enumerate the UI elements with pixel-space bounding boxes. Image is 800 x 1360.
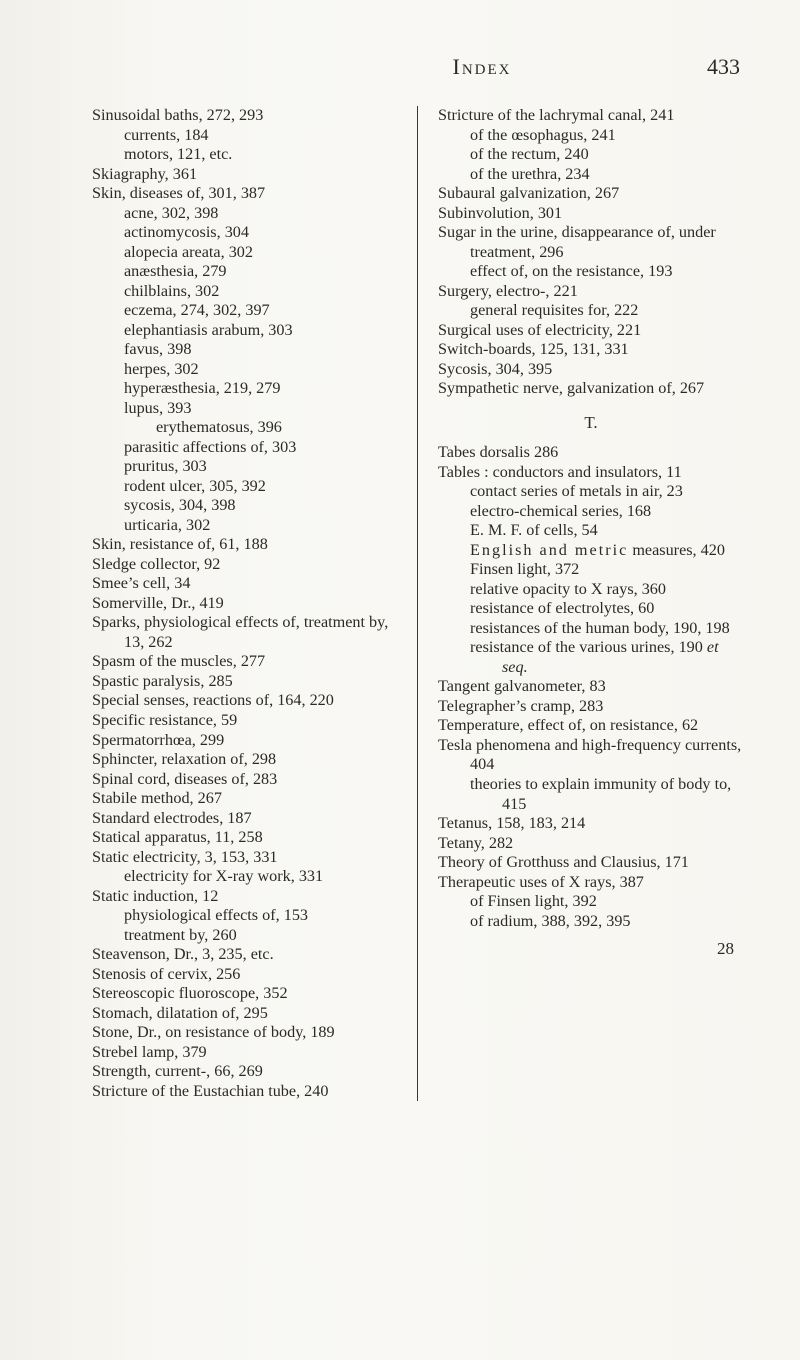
index-line: herpes, 302 [92,360,399,380]
index-line: Standard electrodes, 187 [92,809,399,829]
index-line: resistance of the various urines, 190 et… [438,638,744,677]
index-line: general requisites for, 222 [438,301,744,321]
index-line: actinomycosis, 304 [92,223,399,243]
index-line: physiological effects of, 153 [92,906,399,926]
index-line: Somerville, Dr., 419 [92,594,399,614]
index-line: Tetanus, 158, 183, 214 [438,814,744,834]
index-line: Stereoscopic fluoroscope, 352 [92,984,399,1004]
index-line: Therapeutic uses of X rays, 387 [438,873,744,893]
index-line: alopecia areata, 302 [92,243,399,263]
index-line: Smee’s cell, 34 [92,574,399,594]
index-line: Stricture of the Eustachian tube, 240 [92,1082,399,1102]
index-line: Sparks, physiological effects of, treatm… [92,613,399,652]
index-line: Skin, resistance of, 61, 188 [92,535,399,555]
index-line: erythematosus, 396 [92,418,399,438]
index-line: Sledge collector, 92 [92,555,399,575]
index-line: anæsthesia, 279 [92,262,399,282]
index-line: Surgical uses of electricity, 221 [438,321,744,341]
index-line: Sinusoidal baths, 272, 293 [92,106,399,126]
index-line: Tabes dorsalis 286 [438,443,744,463]
index-line: resistances of the human body, 190, 198 [438,619,744,639]
index-line: electricity for X-ray work, 331 [92,867,399,887]
index-line: relative opacity to X rays, 360 [438,580,744,600]
index-line: Sphincter, relaxation of, 298 [92,750,399,770]
index-line: motors, 121, etc. [92,145,399,165]
running-header: Index 433 [92,54,744,80]
index-line: Skin, diseases of, 301, 387 [92,184,399,204]
page: { "page": { "header": { "title": "Index"… [0,0,800,1360]
index-line: treatment by, 260 [92,926,399,946]
index-line: Sycosis, 304, 395 [438,360,744,380]
index-line: Spermatorrhœa, 299 [92,731,399,751]
index-line: contact series of metals in air, 23 [438,482,744,502]
index-line: sycosis, 304, 398 [92,496,399,516]
index-line: lupus, 393 [92,399,399,419]
index-line: Sugar in the urine, disappear­ance of, u… [438,223,744,262]
index-line: acne, 302, 398 [92,204,399,224]
header-title: Index [284,54,680,80]
index-line: E. M. F. of cells, 54 [438,521,744,541]
index-line: Spinal cord, diseases of, 283 [92,770,399,790]
index-line: of Finsen light, 392 [438,892,744,912]
index-line: Tangent galvanometer, 83 [438,677,744,697]
index-line: of the urethra, 234 [438,165,744,185]
column-right: Stricture of the lachrymal canal, 241of … [418,106,744,1101]
index-line: Surgery, electro-, 221 [438,282,744,302]
index-line: Stomach, dilatation of, 295 [92,1004,399,1024]
index-line: Strebel lamp, 379 [92,1043,399,1063]
index-line: Static induction, 12 [92,887,399,907]
index-line: pruritus, 303 [92,457,399,477]
section-letter: T. [438,413,744,433]
index-line: currents, 184 [92,126,399,146]
index-line: Statical apparatus, 11, 258 [92,828,399,848]
index-line: Stenosis of cervix, 256 [92,965,399,985]
index-line: chilblains, 302 [92,282,399,302]
index-line: Stricture of the lachrymal canal, 241 [438,106,744,126]
index-line: of the œsophagus, 241 [438,126,744,146]
index-line: Skiagraphy, 361 [92,165,399,185]
index-line: Finsen light, 372 [438,560,744,580]
index-line: Tables : conductors and insu­lators, 11 [438,463,744,483]
index-line: Temperature, effect of, on resistance, 6… [438,716,744,736]
index-line: Subaural galvanization, 267 [438,184,744,204]
page-number: 433 [680,54,740,80]
index-line: resistance of electrolytes, 60 [438,599,744,619]
index-line: Static electricity, 3, 153, 331 [92,848,399,868]
index-line: hyperæsthesia, 219, 279 [92,379,399,399]
index-line: effect of, on the resistance, 193 [438,262,744,282]
index-line: Sympathetic nerve, galvaniza­tion of, 26… [438,379,744,399]
index-line: rodent ulcer, 305, 392 [92,477,399,497]
index-line: Switch-boards, 125, 131, 331 [438,340,744,360]
index-line: parasitic affections of, 303 [92,438,399,458]
index-columns: Sinusoidal baths, 272, 293currents, 184m… [92,106,744,1101]
index-line: Stone, Dr., on resistance of body, 189 [92,1023,399,1043]
index-line: Telegrapher’s cramp, 283 [438,697,744,717]
index-line: Tesla phenomena and high-frequency curre… [438,736,744,775]
index-line: English and metric measures, 420 [438,541,744,561]
index-line: Theory of Grotthuss and Clausius, 171 [438,853,744,873]
index-line: favus, 398 [92,340,399,360]
index-line: Steavenson, Dr., 3, 235, etc. [92,945,399,965]
index-line: elephantiasis arabum, 303 [92,321,399,341]
index-line: of radium, 388, 392, 395 [438,912,744,932]
index-line: Specific resistance, 59 [92,711,399,731]
index-line: Spastic paralysis, 285 [92,672,399,692]
index-line: urticaria, 302 [92,516,399,536]
index-line: Subinvolution, 301 [438,204,744,224]
index-line: Spasm of the muscles, 277 [92,652,399,672]
index-line: eczema, 274, 302, 397 [92,301,399,321]
column-left: Sinusoidal baths, 272, 293currents, 184m… [92,106,418,1101]
index-line: Special senses, reactions of, 164, 220 [92,691,399,711]
signature-number: 28 [438,939,744,959]
index-line: Stabile method, 267 [92,789,399,809]
index-line: Strength, current-, 66, 269 [92,1062,399,1082]
index-line: theories to explain im­munity of body to… [438,775,744,814]
index-line: of the rectum, 240 [438,145,744,165]
index-line: electro-chemical series, 168 [438,502,744,522]
index-line: Tetany, 282 [438,834,744,854]
